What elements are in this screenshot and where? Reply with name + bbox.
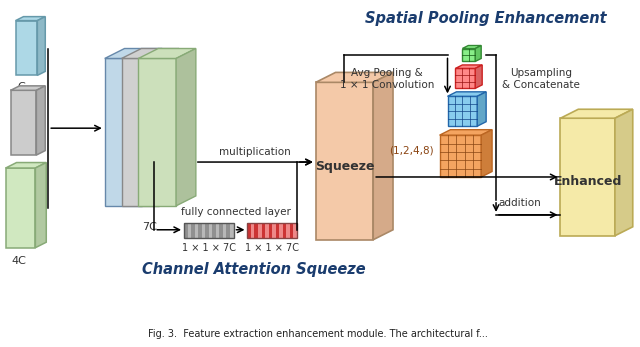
Polygon shape (142, 49, 162, 206)
Text: Channel Attention Squeeze: Channel Attention Squeeze (141, 262, 365, 277)
Bar (220, 223, 223, 238)
Bar (262, 223, 266, 238)
Polygon shape (105, 49, 162, 58)
Bar (191, 223, 195, 238)
Text: C: C (18, 82, 26, 92)
Text: Squeeze: Squeeze (315, 160, 374, 172)
Polygon shape (122, 58, 159, 206)
Polygon shape (6, 168, 35, 248)
Text: 2C: 2C (13, 163, 28, 173)
Polygon shape (11, 90, 36, 155)
Text: Enhanced: Enhanced (554, 176, 622, 188)
Polygon shape (481, 130, 492, 177)
Bar (184, 223, 234, 238)
Polygon shape (456, 65, 482, 68)
Bar (248, 223, 297, 238)
Bar (212, 223, 216, 238)
Text: 1 × 1 × 7C: 1 × 1 × 7C (182, 243, 236, 253)
Text: 7C: 7C (142, 222, 157, 232)
Bar (276, 223, 280, 238)
Bar (216, 223, 220, 238)
Bar (188, 223, 191, 238)
Bar (195, 223, 198, 238)
Text: multiplication: multiplication (220, 147, 291, 157)
Polygon shape (440, 135, 481, 177)
Bar (251, 223, 255, 238)
Polygon shape (561, 109, 633, 118)
Polygon shape (440, 130, 492, 135)
Polygon shape (122, 49, 179, 58)
Bar (227, 223, 230, 238)
Bar (184, 223, 188, 238)
Polygon shape (447, 92, 486, 96)
Polygon shape (476, 45, 481, 61)
Text: 1 × 1 × 7C: 1 × 1 × 7C (245, 243, 299, 253)
Text: Spatial Pooling Enhancement: Spatial Pooling Enhancement (365, 11, 607, 26)
Polygon shape (11, 86, 45, 90)
Bar (293, 223, 297, 238)
Bar (258, 223, 262, 238)
Polygon shape (373, 73, 393, 240)
Polygon shape (159, 49, 179, 206)
Polygon shape (37, 17, 45, 75)
Polygon shape (36, 86, 45, 155)
Text: Fig. 3.  Feature extraction enhancement module. The architectural f...: Fig. 3. Feature extraction enhancement m… (148, 329, 488, 339)
Polygon shape (615, 109, 633, 236)
Polygon shape (176, 49, 196, 206)
Polygon shape (6, 162, 46, 168)
Text: 4C: 4C (11, 256, 26, 266)
Bar (198, 223, 202, 238)
Bar (223, 223, 227, 238)
Polygon shape (462, 49, 476, 61)
Polygon shape (456, 68, 476, 88)
Polygon shape (15, 17, 45, 20)
Text: (1,2,4,8): (1,2,4,8) (389, 145, 434, 155)
Polygon shape (476, 65, 482, 88)
Bar (205, 223, 209, 238)
Text: Upsampling
& Concatenate: Upsampling & Concatenate (502, 68, 580, 90)
Bar (290, 223, 294, 238)
Polygon shape (447, 96, 477, 126)
Text: Avg Pooling &
1 × 1 Convolution: Avg Pooling & 1 × 1 Convolution (340, 68, 435, 90)
Bar (209, 223, 212, 238)
Bar (269, 223, 273, 238)
Bar (283, 223, 287, 238)
Polygon shape (35, 162, 46, 248)
Bar (255, 223, 259, 238)
Bar (286, 223, 290, 238)
Bar (272, 223, 276, 238)
Polygon shape (462, 45, 481, 49)
Polygon shape (15, 20, 37, 75)
Text: fully connected layer: fully connected layer (180, 207, 291, 217)
Polygon shape (138, 49, 196, 58)
Polygon shape (316, 82, 373, 240)
Polygon shape (105, 58, 142, 206)
Bar (230, 223, 234, 238)
Polygon shape (138, 58, 176, 206)
Text: addition: addition (498, 198, 541, 208)
Bar (202, 223, 205, 238)
Bar (265, 223, 269, 238)
Polygon shape (477, 92, 486, 126)
Polygon shape (316, 73, 393, 82)
Bar (248, 223, 252, 238)
Bar (279, 223, 283, 238)
Polygon shape (561, 118, 615, 236)
